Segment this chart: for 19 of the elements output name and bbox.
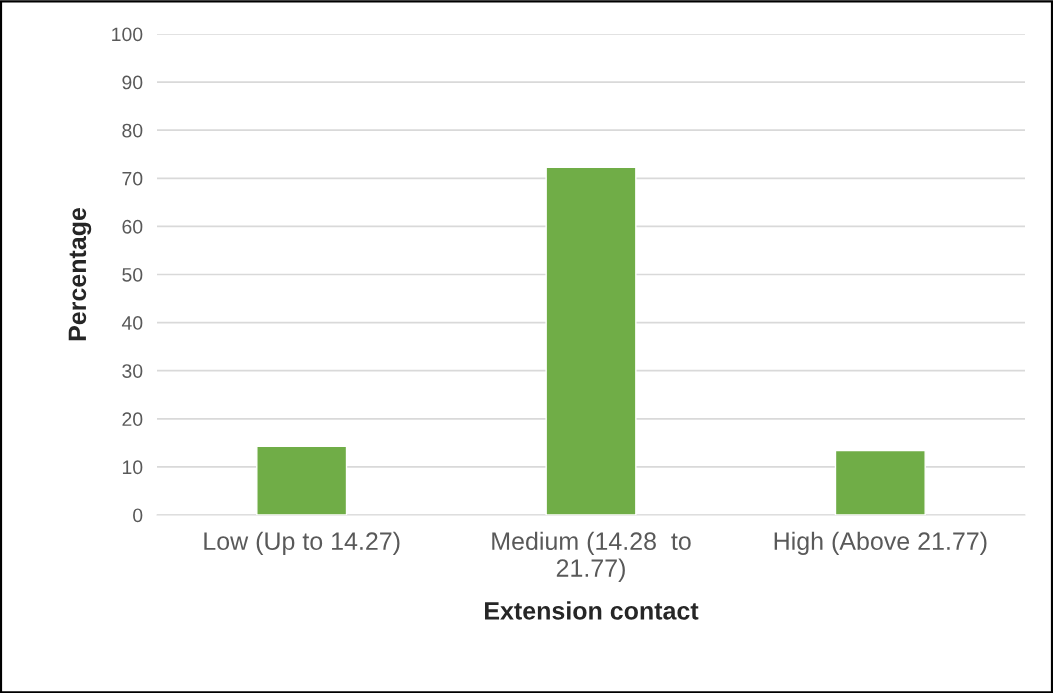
y-tick-label: 40 [121, 316, 143, 330]
x-tick-label: Low (Up to 14.27) [204, 531, 400, 555]
y-axis-title: Percentage [68, 207, 92, 341]
y-tick-label: 10 [122, 460, 143, 475]
y-tick-label: 50 [122, 267, 143, 282]
y-tick-label: 90 [122, 75, 143, 90]
x-tick-label: High (Above 21.77) [774, 531, 987, 555]
bar [545, 166, 637, 515]
y-tick-label: 80 [122, 123, 143, 138]
y-tick-label: 30 [122, 364, 143, 378]
y-tick-label: 70 [122, 171, 143, 186]
bar [256, 445, 348, 515]
x-axis-title: Extension contact [485, 601, 699, 620]
y-tick-label: 60 [122, 219, 143, 234]
y-tick-label: 20 [122, 412, 143, 427]
y-tick-label: 0 [133, 508, 143, 523]
y-tick-label: 100 [112, 27, 143, 42]
bar [834, 449, 926, 515]
x-tick-label: Medium (14.28 to 21.77) [492, 531, 691, 582]
